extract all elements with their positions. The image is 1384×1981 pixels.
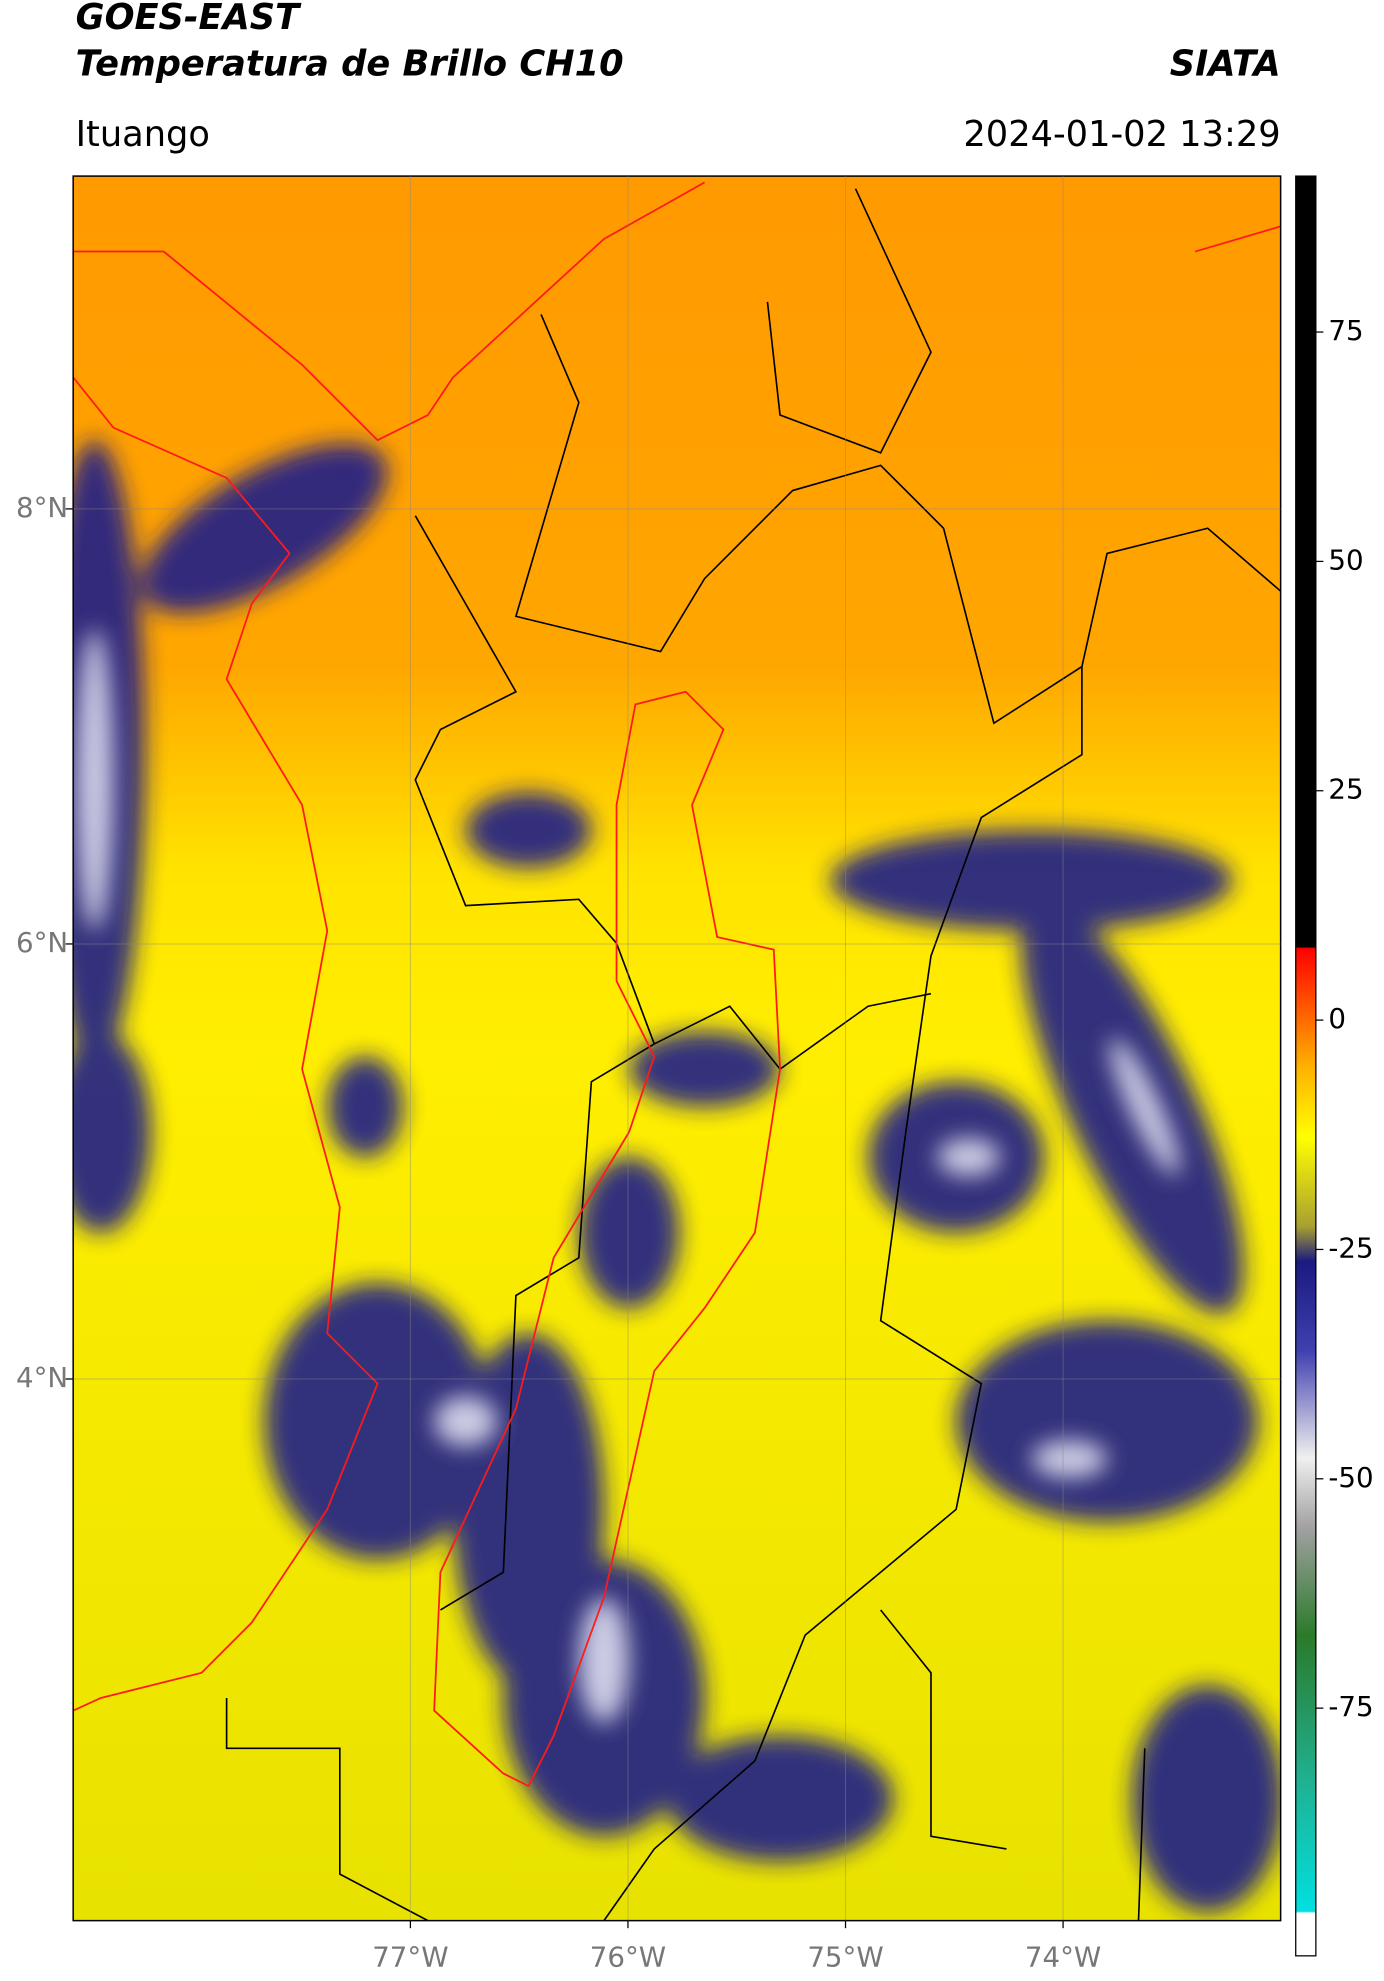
colorbar-label: -25	[1328, 1231, 1373, 1264]
timestamp: 2024-01-02 13:29	[963, 114, 1280, 155]
colorbar-label: -50	[1328, 1461, 1373, 1494]
location: Ituango	[76, 114, 210, 155]
colorbar-label: 0	[1328, 1002, 1346, 1035]
colorbar-label: 75	[1328, 314, 1363, 347]
x-tick-label: 74°W	[1025, 1940, 1101, 1973]
x-tick-label: 76°W	[590, 1940, 666, 1973]
x-tick-label: 75°W	[807, 1940, 883, 1973]
title: GOES-EAST	[76, 0, 302, 38]
x-tick-label: 77°W	[372, 1940, 448, 1973]
subtitle: Temperatura de Brillo CH10	[76, 43, 624, 84]
colorbar	[1295, 175, 1317, 1957]
colorbar-label: -75	[1328, 1690, 1373, 1723]
agency: SIATA	[1170, 43, 1281, 84]
colorbar-label: 50	[1328, 543, 1363, 576]
colorbar-label: 25	[1328, 773, 1363, 806]
map-image	[73, 176, 1281, 1921]
y-tick-label: 6°N	[16, 926, 68, 959]
y-tick-label: 4°N	[16, 1361, 68, 1394]
y-tick-label: 8°N	[16, 491, 68, 524]
map-frame	[72, 175, 1282, 1922]
